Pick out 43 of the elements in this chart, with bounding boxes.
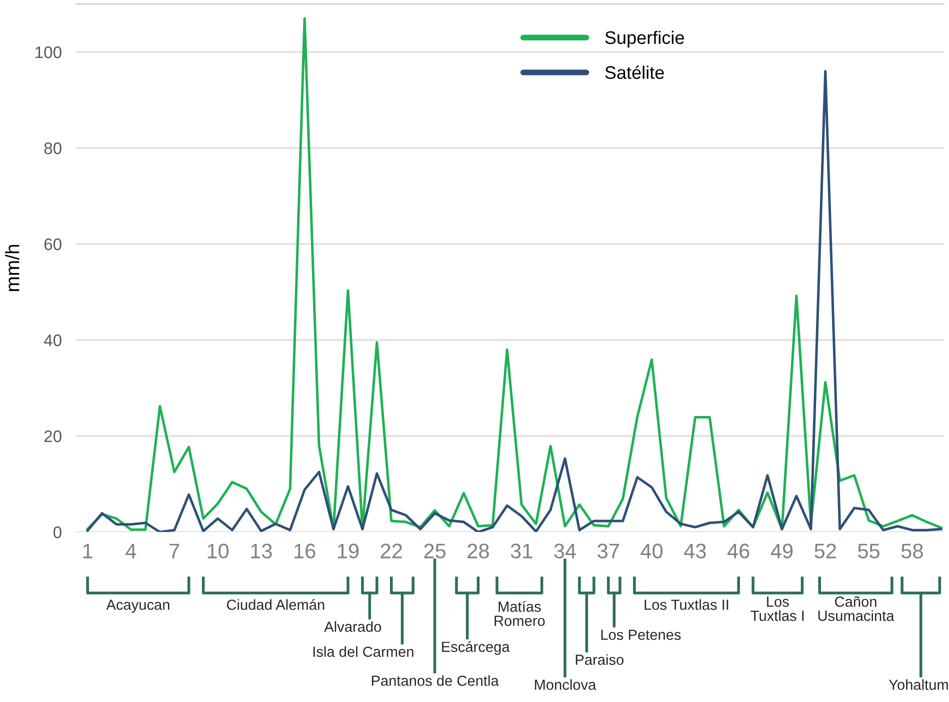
x-tick-label: 4	[126, 544, 136, 558]
legend-label: Satélite	[605, 65, 664, 79]
x-tick-label: 28	[468, 544, 489, 558]
text: Matías Romero	[494, 600, 545, 626]
x-tick-label: 16	[294, 544, 316, 558]
text: Cañon Usumacinta	[818, 596, 894, 621]
y-tick-label: 20	[44, 430, 62, 442]
y-tick-label: 80	[44, 142, 62, 154]
x-tick-label: 25	[424, 544, 446, 558]
x-tick-label: 1	[83, 544, 92, 558]
x-tick-label: 10	[208, 544, 229, 558]
text: Escárcega	[442, 641, 510, 655]
y-tick-label: 60	[44, 238, 62, 250]
x-tick-label: 34	[554, 544, 576, 558]
y-tick-label: 0	[53, 526, 62, 538]
x-tick-label: 43	[684, 544, 706, 558]
x-tick-label: 49	[770, 544, 793, 558]
y-tick-label: 100	[36, 46, 62, 58]
text: Acayucan	[106, 600, 170, 613]
text: Los Tuxtlas II	[644, 599, 728, 610]
x-tick-label: 46	[727, 544, 750, 558]
x-tick-label: 7	[170, 544, 180, 558]
x-tick-label: 37	[598, 544, 619, 558]
text: Ciudad Alemán	[226, 599, 324, 610]
text: Los Tuxtlas I	[750, 596, 804, 621]
text: Monclova	[534, 679, 596, 690]
x-tick-label: 52	[814, 544, 836, 558]
text: Paraiso	[576, 654, 624, 665]
x-tick-label: 13	[251, 544, 272, 558]
y-tick-label: 40	[44, 334, 62, 346]
legend-label: Superficie	[605, 30, 684, 48]
x-tick-label: 58	[901, 544, 923, 558]
text: Isla del Carmen	[313, 646, 414, 657]
text: Yohaltum	[888, 679, 948, 690]
x-tick-label: 31	[510, 544, 532, 558]
text: Pantanos de Centla	[372, 675, 499, 686]
x-tick-label: 40	[640, 544, 663, 558]
text: Alvarado	[324, 621, 382, 632]
x-tick-label: 55	[858, 544, 880, 558]
y-axis-title: mm/h	[5, 244, 20, 292]
x-tick-label: 22	[380, 544, 402, 558]
x-tick-label: 19	[338, 544, 359, 558]
text: Los Petenes	[601, 630, 681, 640]
